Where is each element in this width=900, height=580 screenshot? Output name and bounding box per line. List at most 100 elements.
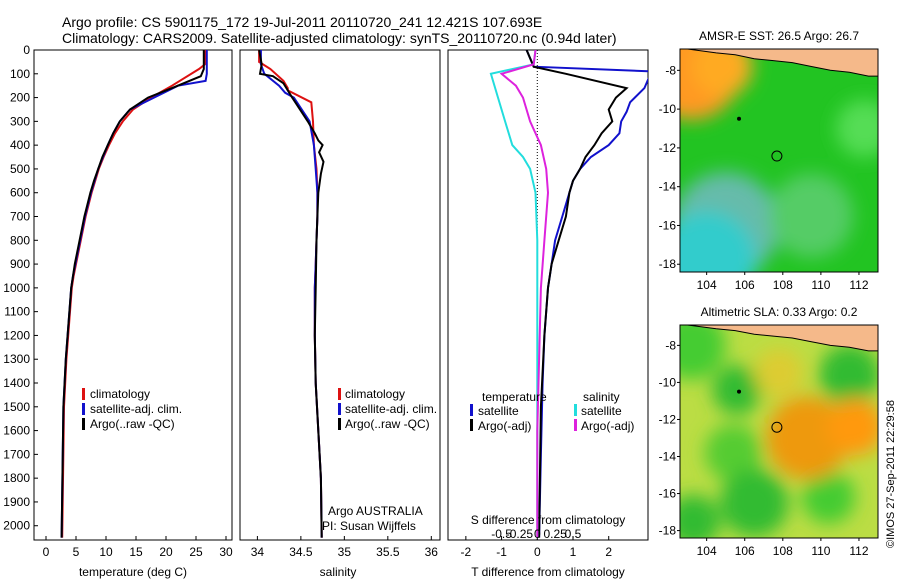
y-tick-label: 1100	[4, 305, 30, 319]
lat-tick-label: -18	[659, 257, 677, 271]
s-tick-label: 0.25	[543, 527, 567, 541]
s-tick-label: 0.5	[565, 527, 582, 541]
lat-tick-label: -16	[659, 487, 677, 501]
legend-swatch	[338, 403, 341, 415]
map-anomaly	[680, 210, 757, 272]
lat-tick-label: -10	[659, 375, 677, 389]
y-tick-label: 1800	[3, 471, 30, 485]
legend-entry: Argo(-adj)	[581, 419, 634, 433]
x-axis-label: salinity	[320, 565, 357, 579]
series-line-salinity-argo	[499, 50, 550, 538]
legend-entry: satellite	[581, 404, 622, 418]
float-owner-label: Argo AUSTRALIA	[328, 504, 423, 518]
lon-tick-label: 110	[811, 544, 830, 558]
y-tick-label: 100	[10, 67, 30, 81]
legend-entry: satellite	[478, 404, 519, 418]
x-tick-label: -1	[496, 545, 507, 559]
x-tick-label: 34.5	[289, 545, 313, 559]
plot-frame	[239, 49, 441, 541]
series-line-argo	[60, 50, 205, 538]
y-tick-label: 500	[10, 162, 30, 176]
y-tick-label: 1500	[3, 400, 30, 414]
x-tick-label: 35.5	[376, 545, 400, 559]
lat-tick-label: -10	[659, 102, 677, 116]
legend-entry: climatology	[345, 387, 405, 401]
map-title: AMSR-E SST: 26.5 Argo: 26.7	[699, 29, 859, 43]
y-tick-label: 800	[10, 233, 30, 247]
lat-tick-label: -14	[659, 450, 677, 464]
x-tick-label: 10	[99, 545, 113, 559]
map-anomaly	[836, 99, 878, 158]
legend-swatch	[82, 403, 85, 415]
lat-tick-label: -18	[659, 524, 677, 538]
map-anomaly	[719, 468, 789, 538]
series-line-temperature-argo	[525, 50, 629, 538]
map-anomaly	[818, 344, 878, 406]
x-tick-label: 2	[605, 545, 612, 559]
y-tick-label: 300	[10, 114, 30, 128]
map-anomaly	[691, 49, 753, 97]
legend-entry: climatology	[90, 387, 150, 401]
y-tick-label: 400	[10, 138, 30, 152]
legend-heading-salinity: salinity	[583, 390, 620, 404]
sla-map-panel: 104 106 108 110 112 -8 -10 -12 -14 -16 -18 Altimetr…	[659, 305, 879, 558]
legend-entry: satellite-adj. clim.	[345, 402, 437, 416]
lon-tick-label: 112	[849, 544, 868, 558]
map-anomaly	[680, 325, 726, 380]
java-coastline	[687, 49, 878, 77]
previous-position-marker	[737, 116, 742, 121]
lat-tick-label: -8	[665, 63, 676, 77]
x-tick-label: 0	[43, 545, 50, 559]
legend-swatch	[338, 388, 341, 400]
map-frame	[679, 48, 879, 273]
java-coastline	[687, 325, 878, 352]
lon-tick-label: 106	[735, 278, 755, 292]
lon-tick-label: 110	[811, 278, 830, 292]
map-title: Altimetric SLA: 0.33 Argo: 0.2	[701, 305, 858, 319]
legend-swatch	[574, 419, 577, 431]
y-tick-label: 900	[10, 257, 30, 271]
x-tick-label: 30	[219, 545, 233, 559]
y-tick-label: 1200	[3, 328, 30, 342]
x-tick-label: 15	[129, 545, 143, 559]
legend-swatch	[82, 418, 85, 430]
lon-tick-label: 104	[697, 544, 717, 558]
legend-swatch	[574, 404, 577, 416]
x-tick-label: 20	[159, 545, 173, 559]
x-tick-label: -2	[461, 545, 472, 559]
series-line-argo	[258, 50, 325, 538]
header-line-2: Climatology: CARS2009. Satellite-adjuste…	[62, 30, 617, 46]
y-tick-label: 1000	[3, 281, 30, 295]
map-anomaly	[826, 398, 878, 456]
x-tick-label: 34	[251, 545, 265, 559]
y-tick-label: 600	[10, 186, 30, 200]
map-frame	[679, 324, 879, 539]
legend-entry: Argo(..raw -QC)	[345, 417, 430, 431]
y-tick-label: 1900	[3, 495, 30, 509]
lat-tick-label: -8	[665, 338, 676, 352]
y-tick-label: 0	[23, 43, 30, 57]
legend-swatch	[470, 404, 473, 416]
y-tick-label: 700	[10, 210, 30, 224]
y-tick-label: 1700	[3, 447, 30, 461]
legend-heading-temperature: temperature	[482, 390, 547, 404]
y-tick-label: 1300	[3, 352, 30, 366]
lon-tick-label: 112	[849, 278, 868, 292]
legend-entry: Argo(-adj)	[478, 419, 531, 433]
x-tick-label: 25	[189, 545, 203, 559]
principal-investigator-label: PI: Susan Wijffels	[322, 519, 416, 533]
sst-map-panel: 104 106 108 110 112 -8 -10 -12 -14 -16 -18 AMSR-E S…	[659, 29, 879, 292]
map-anomaly	[704, 424, 762, 482]
salinity-panel: 34 34.5 35 35.5 36 salinity climatologysatelli…	[239, 49, 441, 579]
map-anomaly	[801, 470, 856, 524]
plot-frame	[33, 49, 233, 541]
x-tick-label: 36	[425, 545, 439, 559]
temperature-panel: 0 5 10 15 20 25 300100200300400500600700800900…	[3, 43, 233, 579]
y-tick-label: 2000	[3, 519, 30, 533]
map-field	[680, 325, 878, 538]
y-tick-label: 200	[10, 91, 30, 105]
timestamp: ©IMOS 27-Sep-2011 22:29:58	[885, 400, 897, 548]
lon-tick-label: 104	[697, 278, 717, 292]
lat-tick-label: -12	[659, 412, 677, 426]
